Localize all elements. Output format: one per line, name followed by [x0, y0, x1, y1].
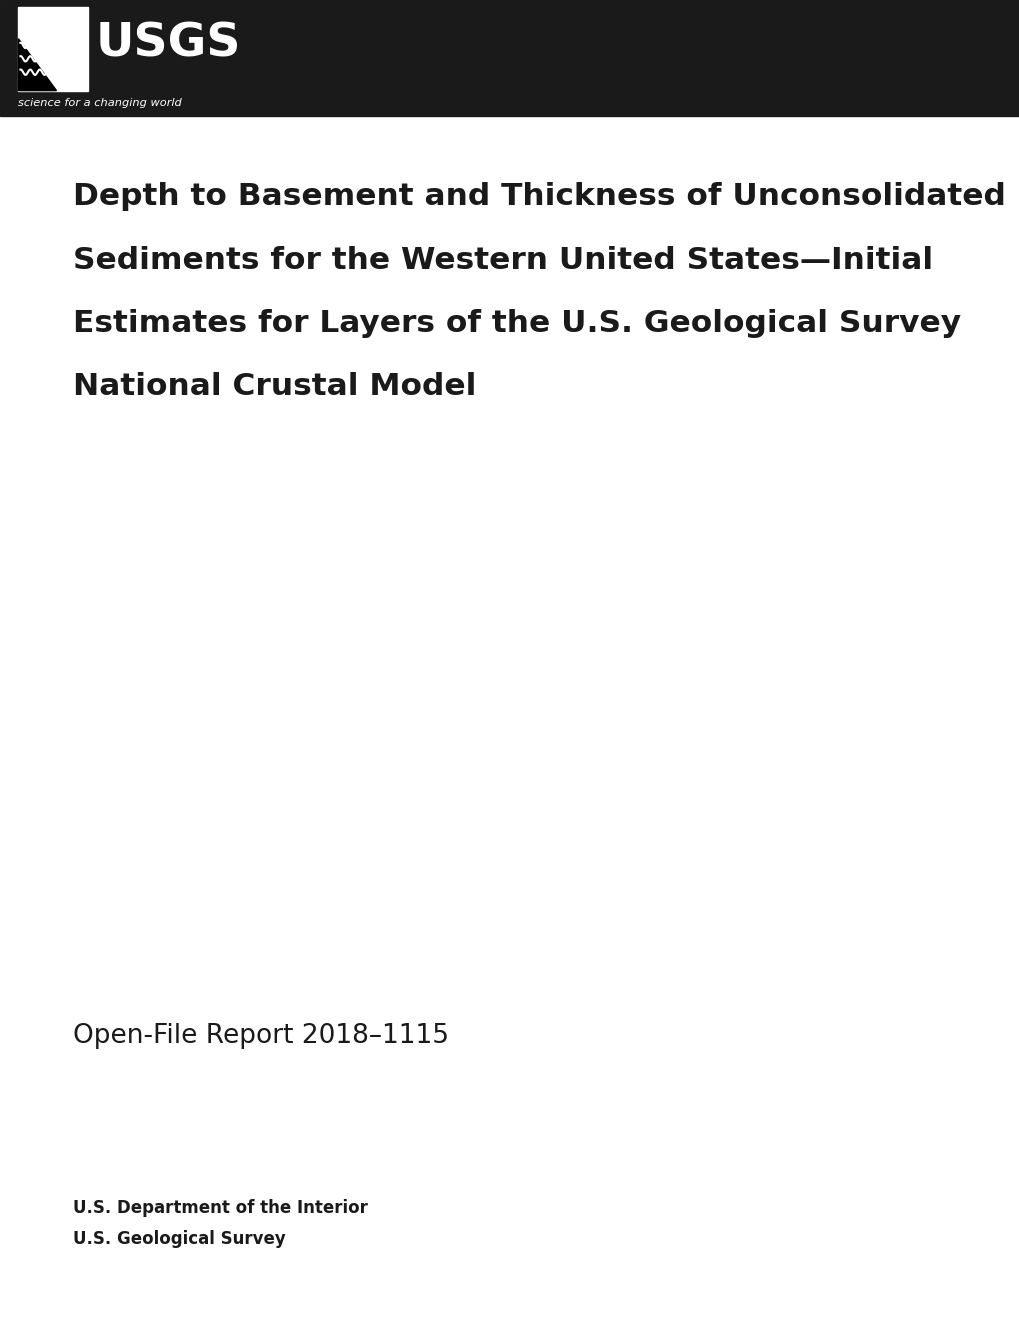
Text: National Crustal Model: National Crustal Model [73, 372, 476, 401]
Bar [18, 7, 88, 91]
Text: Sediments for the Western United States—Initial: Sediments for the Western United States—… [73, 246, 932, 275]
Text: Open-File Report 2018–1115: Open-File Report 2018–1115 [73, 1023, 449, 1049]
Bar [0, 0, 1019, 116]
Text: U.S. Geological Survey: U.S. Geological Survey [73, 1230, 286, 1249]
Polygon shape [18, 38, 56, 91]
Text: Depth to Basement and Thickness of Unconsolidated: Depth to Basement and Thickness of Uncon… [73, 182, 1006, 211]
Text: U.S. Department of the Interior: U.S. Department of the Interior [73, 1199, 368, 1217]
Text: science for a changing world: science for a changing world [18, 98, 182, 108]
Text: USGS: USGS [96, 21, 242, 66]
Text: Estimates for Layers of the U.S. Geological Survey: Estimates for Layers of the U.S. Geologi… [73, 309, 961, 338]
